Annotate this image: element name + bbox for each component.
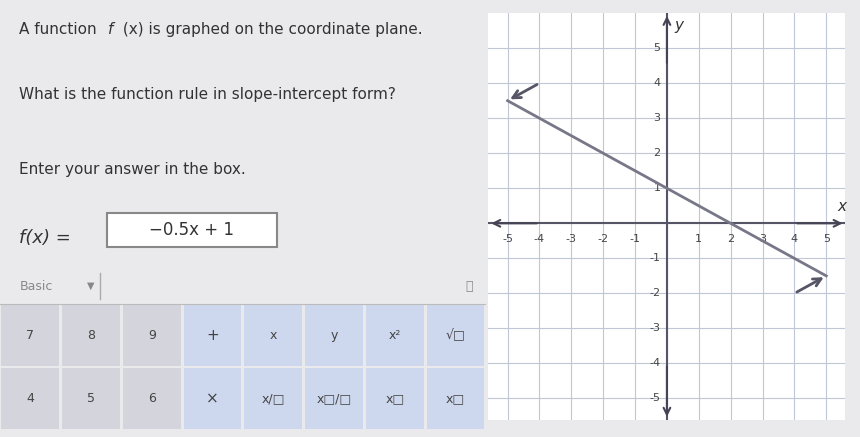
FancyBboxPatch shape [107, 213, 277, 247]
FancyBboxPatch shape [366, 305, 424, 366]
Text: 2: 2 [654, 148, 660, 158]
Text: What is the function rule in slope-intercept form?: What is the function rule in slope-inter… [20, 87, 396, 102]
FancyBboxPatch shape [62, 305, 120, 366]
FancyBboxPatch shape [123, 368, 181, 429]
Text: 1: 1 [654, 183, 660, 193]
Text: -1: -1 [649, 253, 660, 264]
FancyBboxPatch shape [244, 368, 302, 429]
Text: Basic: Basic [20, 280, 52, 293]
Text: x: x [270, 329, 277, 342]
Text: −0.5x + 1: −0.5x + 1 [150, 221, 235, 239]
Text: y: y [674, 18, 683, 33]
Text: x□: x□ [446, 392, 465, 405]
FancyBboxPatch shape [184, 305, 242, 366]
Text: Enter your answer in the box.: Enter your answer in the box. [20, 162, 246, 177]
Text: 8: 8 [87, 329, 95, 342]
Text: f: f [108, 22, 114, 37]
FancyBboxPatch shape [62, 368, 120, 429]
Text: √□: √□ [445, 329, 465, 342]
Text: -5: -5 [649, 393, 660, 403]
FancyBboxPatch shape [184, 368, 242, 429]
Text: A function: A function [20, 22, 102, 37]
Text: 4: 4 [791, 234, 798, 244]
Text: x/□: x/□ [261, 392, 285, 405]
FancyBboxPatch shape [427, 305, 484, 366]
Text: x□/□: x□/□ [316, 392, 352, 405]
Text: 6: 6 [148, 392, 156, 405]
FancyBboxPatch shape [305, 368, 363, 429]
FancyBboxPatch shape [244, 305, 302, 366]
Text: ⓘ: ⓘ [465, 280, 473, 293]
Text: -5: -5 [502, 234, 513, 244]
Text: 1: 1 [695, 234, 703, 244]
Text: -3: -3 [566, 234, 577, 244]
Text: 5: 5 [654, 43, 660, 53]
Text: 5: 5 [87, 392, 95, 405]
Text: +: + [206, 328, 219, 343]
Text: 3: 3 [759, 234, 766, 244]
FancyBboxPatch shape [366, 368, 424, 429]
FancyBboxPatch shape [427, 368, 484, 429]
Text: (x) is graphed on the coordinate plane.: (x) is graphed on the coordinate plane. [118, 22, 422, 37]
Text: ▼: ▼ [87, 281, 94, 291]
Text: -4: -4 [534, 234, 545, 244]
Text: 7: 7 [27, 329, 34, 342]
Text: y: y [330, 329, 338, 342]
FancyBboxPatch shape [305, 305, 363, 366]
Text: 3: 3 [654, 113, 660, 123]
Text: x: x [838, 198, 847, 214]
Text: ×: × [206, 391, 219, 406]
Text: 4: 4 [27, 392, 34, 405]
Text: 4: 4 [654, 78, 660, 88]
Text: -2: -2 [649, 288, 660, 298]
Text: -1: -1 [630, 234, 641, 244]
FancyBboxPatch shape [123, 305, 181, 366]
Text: -4: -4 [649, 358, 660, 368]
Text: 2: 2 [727, 234, 734, 244]
FancyBboxPatch shape [2, 305, 59, 366]
Text: 5: 5 [823, 234, 830, 244]
Text: -3: -3 [649, 323, 660, 333]
Text: x□: x□ [385, 392, 404, 405]
Text: x²: x² [389, 329, 401, 342]
Text: -2: -2 [598, 234, 609, 244]
FancyBboxPatch shape [2, 368, 59, 429]
Text: 9: 9 [148, 329, 156, 342]
Text: f(x) =: f(x) = [20, 229, 71, 247]
